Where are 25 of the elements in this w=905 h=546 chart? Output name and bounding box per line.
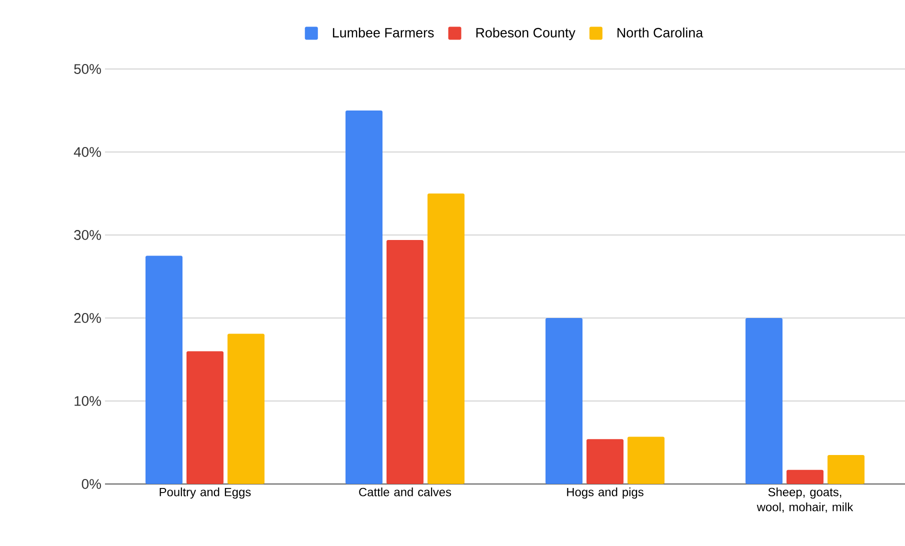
y-tick-label: 40% <box>74 147 101 157</box>
bar <box>786 470 824 484</box>
y-tick-label: 30% <box>74 230 101 240</box>
legend-label: Robeson County <box>476 28 576 40</box>
bar <box>546 318 583 484</box>
bar <box>828 454 865 484</box>
legend-label: North Carolina <box>618 28 704 38</box>
x-tick-label: Sheep, goats, wool, mohair, milk <box>756 488 854 513</box>
y-tick-label: 20% <box>74 313 101 323</box>
bar <box>428 194 465 484</box>
bar <box>386 240 424 484</box>
y-tick-label: 10% <box>74 396 101 406</box>
legend-label: Lumbee Farmers <box>332 28 434 38</box>
bar <box>746 318 783 484</box>
bar <box>186 351 224 484</box>
bar <box>586 439 624 484</box>
bar <box>228 334 265 484</box>
x-tick-label: Cattle and calves <box>359 488 452 496</box>
bar <box>628 436 665 484</box>
y-tick-label: 50% <box>74 64 101 74</box>
x-tick-label: Poultry and Eggs <box>160 488 251 499</box>
bar <box>146 256 182 484</box>
bar <box>346 110 383 484</box>
y-tick-label: 0% <box>82 479 101 489</box>
x-tick-label: Hogs and pigs <box>567 488 644 499</box>
